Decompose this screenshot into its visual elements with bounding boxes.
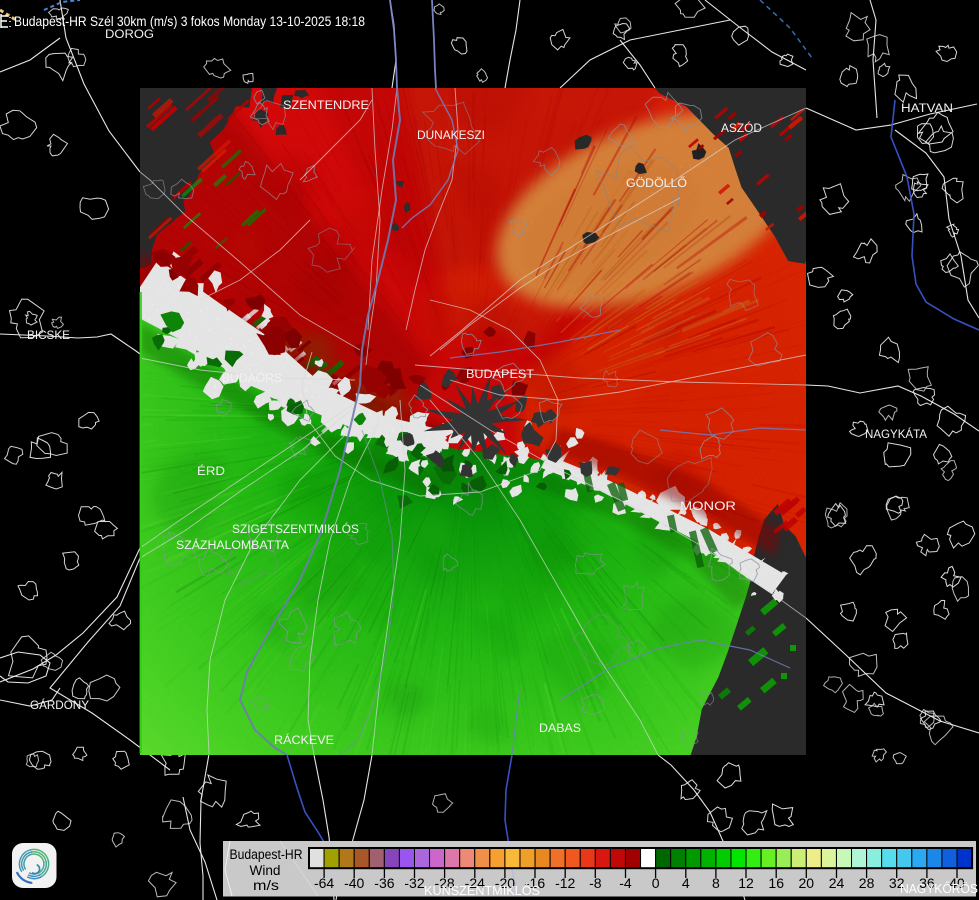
svg-text:-4: -4 (619, 875, 632, 891)
svg-text:NAGYKŐRÖS: NAGYKŐRÖS (900, 881, 978, 896)
svg-text:SZIGETSZENTMIKLÓS: SZIGETSZENTMIKLÓS (232, 523, 359, 536)
svg-text:4: 4 (682, 875, 690, 891)
svg-text:0: 0 (652, 875, 660, 891)
svg-text:-36: -36 (374, 875, 394, 891)
svg-text:-12: -12 (555, 875, 575, 891)
svg-text:SZENTENDRE: SZENTENDRE (283, 100, 369, 112)
svg-text:-8: -8 (589, 875, 602, 891)
svg-text:40: 40 (949, 875, 965, 891)
svg-text:DABAS: DABAS (539, 723, 581, 735)
svg-text:20: 20 (799, 875, 815, 891)
svg-text:DOROG: DOROG (105, 29, 154, 41)
svg-text:KUNSZENTMIKLÓS: KUNSZENTMIKLÓS (424, 883, 540, 898)
svg-text:-28: -28 (434, 875, 454, 891)
svg-text:Budapest-HR Szél 30km (m/s) 3: Budapest-HR Szél 30km (m/s) 3 fokos Mond… (14, 13, 365, 29)
svg-text:-16: -16 (525, 875, 545, 891)
svg-text:RÁCKEVE: RÁCKEVE (274, 734, 334, 747)
svg-text:16: 16 (768, 875, 784, 891)
svg-text:28: 28 (859, 875, 875, 891)
svg-text:NAGYKÁTA: NAGYKÁTA (865, 428, 927, 441)
svg-text:GÁRDONY: GÁRDONY (30, 699, 89, 712)
svg-text:ÉRD: ÉRD (197, 465, 225, 478)
svg-text:DUNAKESZI: DUNAKESZI (417, 130, 485, 142)
svg-text:24: 24 (829, 875, 845, 891)
svg-text:HATVAN: HATVAN (901, 103, 953, 115)
svg-text:Budapest-HR: Budapest-HR (230, 847, 303, 862)
svg-text:SZÁZHALOMBATTA: SZÁZHALOMBATTA (176, 539, 289, 552)
svg-text:Wind: Wind (250, 863, 281, 878)
svg-text:-32: -32 (404, 875, 424, 891)
svg-text:36: 36 (919, 875, 935, 891)
svg-text:ASZÓD: ASZÓD (721, 122, 762, 135)
svg-text:12: 12 (738, 875, 754, 891)
svg-text:BUDAÖRS: BUDAÖRS (222, 373, 282, 385)
svg-text:-20: -20 (495, 875, 515, 891)
svg-text:GÖDÖLLŐ: GÖDÖLLŐ (626, 176, 687, 190)
svg-text:-24: -24 (465, 875, 485, 891)
svg-text:32: 32 (889, 875, 905, 891)
svg-text:BUDAPEST: BUDAPEST (466, 369, 534, 381)
svg-text:8: 8 (712, 875, 720, 891)
svg-text:-40: -40 (344, 875, 364, 891)
svg-text:-64: -64 (314, 875, 334, 891)
svg-text:m/s: m/s (253, 878, 279, 893)
svg-text:BICSKE: BICSKE (27, 330, 70, 342)
svg-text:MONOR: MONOR (680, 501, 736, 513)
